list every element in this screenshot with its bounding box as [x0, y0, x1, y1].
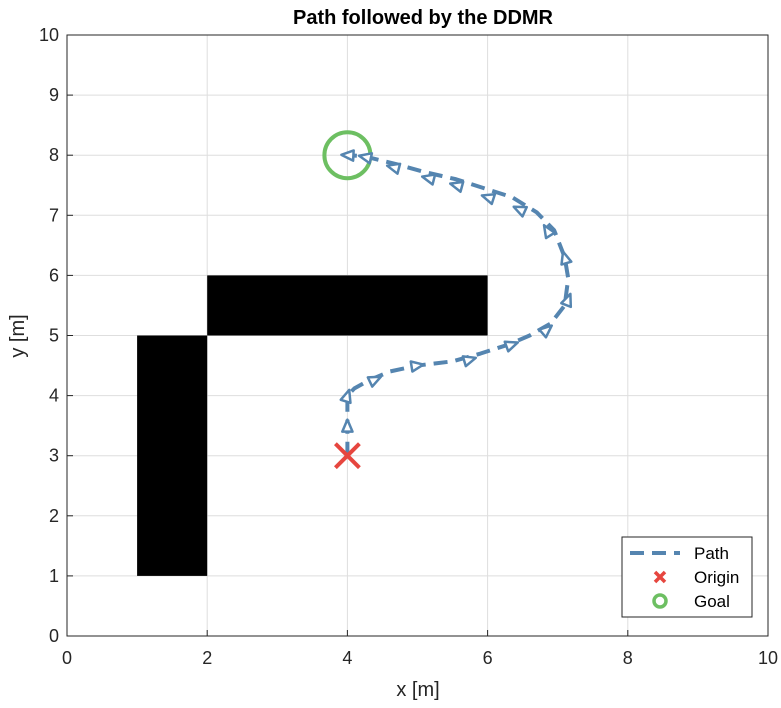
legend-origin-marker-b — [653, 570, 667, 584]
heading-arrow — [560, 292, 573, 309]
heading-arrow — [512, 205, 528, 218]
legend-label: Origin — [694, 568, 739, 587]
chart-title: Path followed by the DDMR — [293, 7, 554, 29]
heading-arrow — [357, 152, 374, 165]
obstacle — [137, 335, 208, 576]
heading-arrow — [340, 149, 355, 162]
heading-arrow — [366, 375, 383, 388]
heading-arrow — [503, 340, 520, 353]
legend-goal-marker — [652, 593, 668, 609]
path-line — [345, 153, 571, 456]
heading-arrow — [538, 324, 553, 339]
heading-arrow — [560, 250, 573, 266]
x-tick-label: 4 — [342, 648, 352, 668]
y-tick-label: 4 — [49, 386, 59, 406]
legend-box — [621, 536, 753, 618]
heading-arrow — [420, 173, 437, 186]
heading-arrow — [409, 360, 425, 373]
legend-label: Goal — [694, 592, 730, 611]
obstacle — [207, 275, 488, 336]
y-tick-label: 6 — [49, 265, 59, 285]
y-axis-label: y [m] — [7, 314, 29, 357]
heading-arrow — [385, 162, 402, 175]
y-tick-label: 9 — [49, 85, 59, 105]
y-tick-label: 5 — [49, 326, 59, 346]
x-tick-label: 0 — [62, 648, 72, 668]
heading-arrow — [542, 223, 556, 240]
origin-marker-stroke-b — [333, 442, 361, 470]
x-axis-label: x [m] — [396, 679, 439, 701]
y-tick-label: 2 — [49, 506, 59, 526]
legend-label: Path — [694, 544, 729, 563]
y-tick-label: 1 — [49, 566, 59, 586]
x-tick-label: 2 — [202, 648, 212, 668]
heading-arrow — [341, 418, 354, 433]
heading-arrow — [480, 193, 497, 206]
y-tick-label: 0 — [49, 626, 59, 646]
x-tick-label: 6 — [483, 648, 493, 668]
tick-labels: 0 2 4 6 8 10 0 1 2 3 4 5 6 7 8 9 10 — [39, 25, 778, 668]
y-tick-label: 10 — [39, 25, 59, 45]
y-tick-label: 8 — [49, 145, 59, 165]
obstacles — [137, 275, 488, 576]
x-tick-label: 10 — [758, 648, 778, 668]
y-tick-label: 3 — [49, 446, 59, 466]
heading-arrow — [449, 180, 465, 193]
x-tick-label: 8 — [623, 648, 633, 668]
y-tick-label: 7 — [49, 205, 59, 225]
heading-arrow — [339, 388, 352, 405]
legend: Path Origin Goal — [621, 536, 753, 618]
series-layer — [322, 130, 573, 470]
heading-arrow — [461, 355, 478, 368]
